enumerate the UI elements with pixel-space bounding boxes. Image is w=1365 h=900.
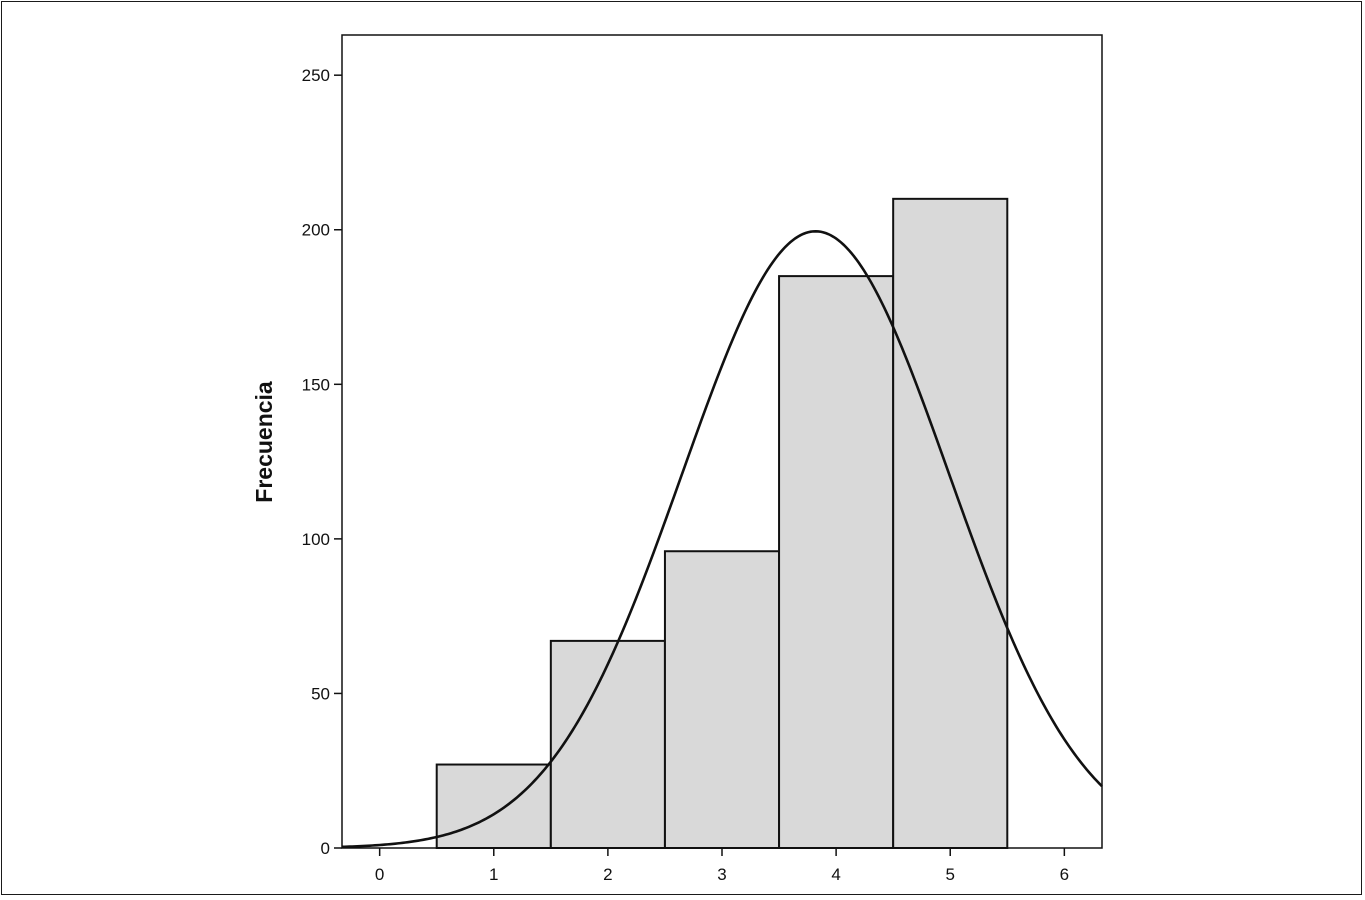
- histogram-bar: [778, 275, 895, 849]
- x-tick-label: 3: [717, 865, 726, 884]
- y-tick-label: 200: [302, 221, 330, 240]
- y-tick-label: 100: [302, 530, 330, 549]
- y-axis-label: Frecuencia: [251, 381, 277, 503]
- x-tick-label: 0: [375, 865, 384, 884]
- x-tick-label: 4: [831, 865, 840, 884]
- histogram-bar: [663, 550, 781, 850]
- y-tick-label: 250: [302, 66, 330, 85]
- x-tick-label: 2: [603, 865, 612, 884]
- y-tick-label: 150: [302, 375, 330, 394]
- histogram-bar: [435, 763, 552, 850]
- x-tick-label: 5: [945, 865, 954, 884]
- histogram-bar: [892, 197, 1009, 850]
- x-tick-label: 1: [489, 865, 498, 884]
- histogram-bar: [549, 639, 666, 849]
- x-tick-label: 6: [1060, 865, 1069, 884]
- y-tick-label: 0: [321, 839, 330, 858]
- y-tick-label: 50: [311, 684, 330, 703]
- normal-curve-line: [341, 229, 1103, 849]
